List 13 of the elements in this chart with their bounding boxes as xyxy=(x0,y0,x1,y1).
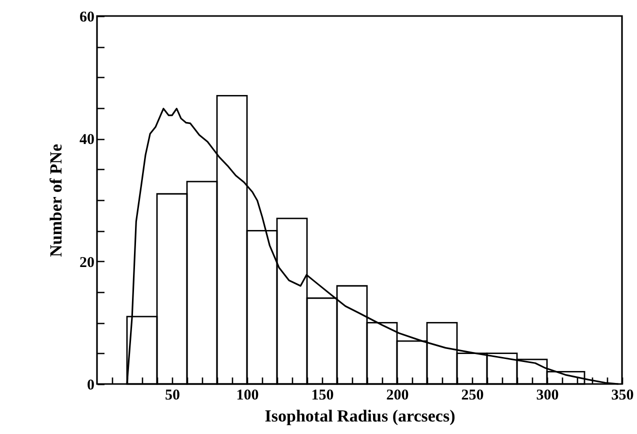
y-tick-label: 20 xyxy=(80,254,94,271)
x-tick-label: 150 xyxy=(311,388,334,404)
x-axis-title: Isophotal Radius (arcsecs) xyxy=(264,406,456,426)
x-tick-label: 300 xyxy=(536,388,559,404)
x-tick-label: 50 xyxy=(165,388,180,404)
y-axis-title: Number of PNe xyxy=(46,144,66,257)
x-tick-label: 200 xyxy=(386,388,409,404)
x-tick-label: 350 xyxy=(611,388,634,404)
y-tick-label: 40 xyxy=(80,132,94,148)
x-tick-label: 250 xyxy=(461,388,484,404)
y-tick-label: 60 xyxy=(80,10,94,26)
y-tick-label: 0 xyxy=(87,378,94,394)
x-tick-label: 100 xyxy=(236,388,259,404)
